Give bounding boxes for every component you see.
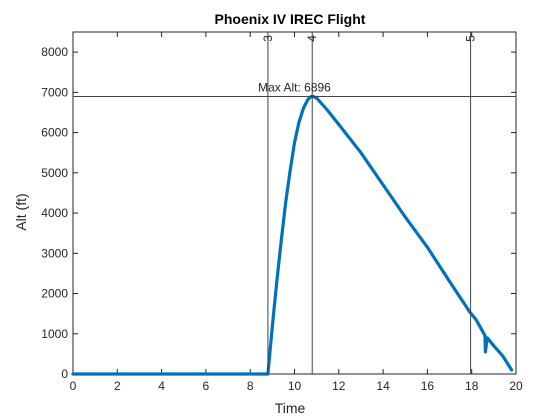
x-axis-label: Time xyxy=(275,400,306,416)
event-label-4: 4 xyxy=(305,35,319,42)
x-tick-label: 18 xyxy=(465,379,479,393)
x-tick-label: 6 xyxy=(203,379,210,393)
annotations-group: 3 4 5 Max Alt: 6896 xyxy=(73,32,516,374)
y-tick-label: 4000 xyxy=(41,206,68,220)
axes-group: 0 2 4 6 8 10 12 14 16 18 20 0 1000 2000 3000 4000 5000 60… xyxy=(41,31,523,393)
y-axis-label: Alt (ft) xyxy=(13,193,29,230)
event-label-3: 3 xyxy=(261,35,275,42)
x-tick-label: 2 xyxy=(114,379,121,393)
x-tick-label: 10 xyxy=(288,379,302,393)
y-tick-label: 1000 xyxy=(41,327,68,341)
y-tick-label: 8000 xyxy=(41,45,68,59)
y-tick-label: 0 xyxy=(61,367,68,381)
chart-title: Phoenix IV IREC Flight xyxy=(215,11,366,27)
y-tick-label: 2000 xyxy=(41,287,68,301)
y-tick-label: 6000 xyxy=(41,126,68,140)
x-tick-label: 16 xyxy=(421,379,435,393)
y-tick-label: 3000 xyxy=(41,246,68,260)
y-tick-label: 7000 xyxy=(41,85,68,99)
x-tick-label: 4 xyxy=(158,379,165,393)
altitude-series-line xyxy=(71,94,514,376)
event-label-5: 5 xyxy=(464,35,478,42)
x-tick-label: 14 xyxy=(376,379,390,393)
max-altitude-label: Max Alt: 6896 xyxy=(258,81,331,95)
y-tick-label: 5000 xyxy=(41,166,68,180)
x-tick-label: 20 xyxy=(509,379,523,393)
series-group xyxy=(71,94,514,376)
x-tick-label: 12 xyxy=(332,379,346,393)
x-tick-label: 0 xyxy=(70,379,77,393)
x-tick-label: 8 xyxy=(247,379,254,393)
